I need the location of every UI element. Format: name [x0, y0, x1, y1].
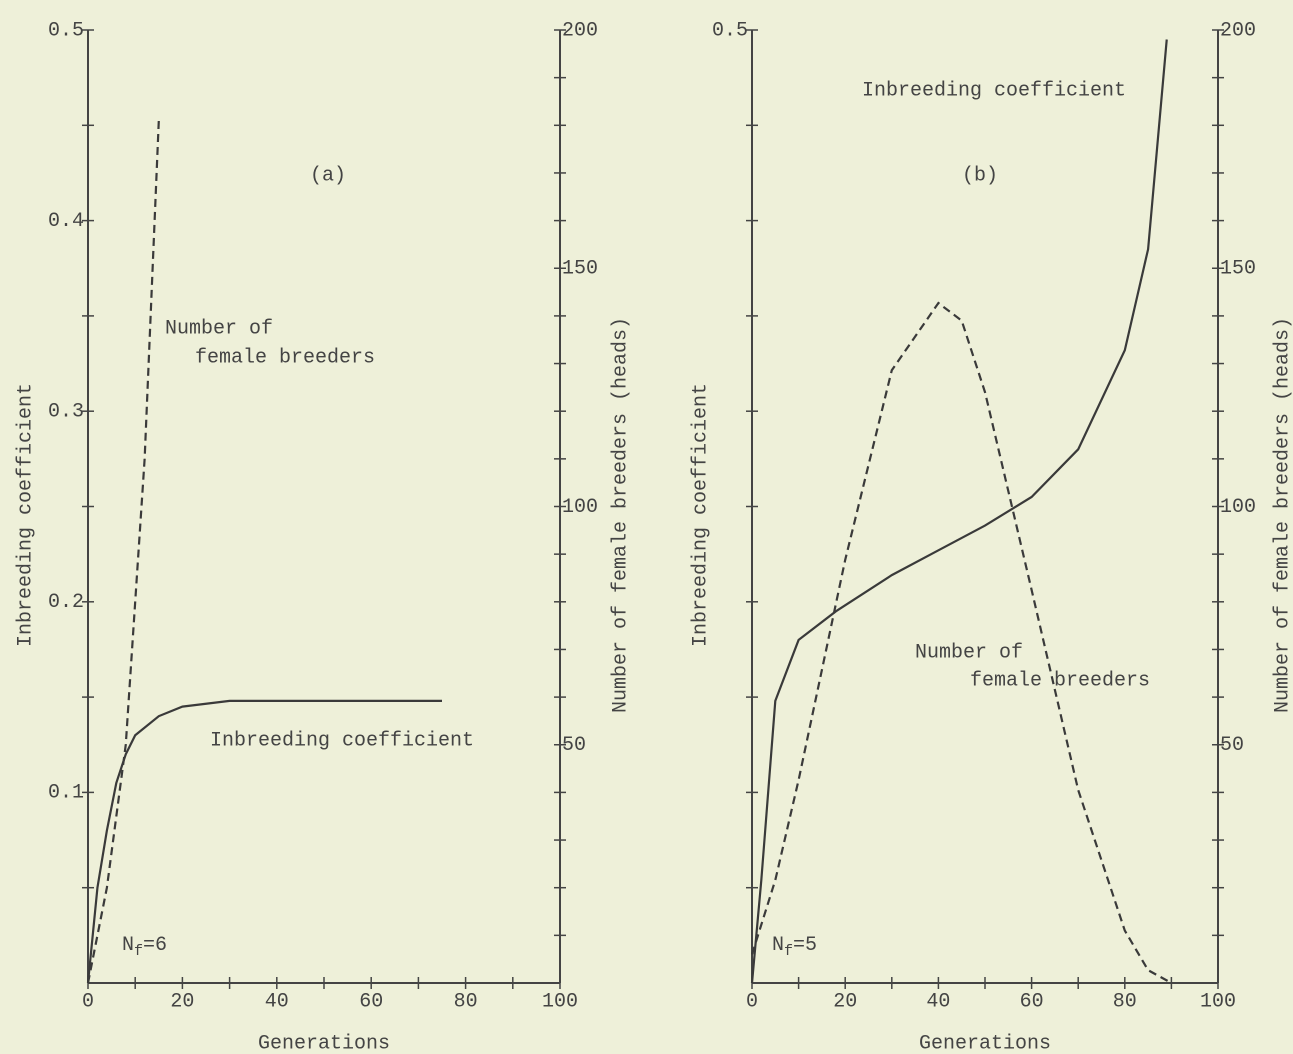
y2-tick-label: 50 [1220, 734, 1244, 757]
series-line [86, 120, 160, 984]
panel-title: (b) [962, 164, 998, 187]
series-line [86, 699, 442, 984]
series-label: Inbreeding coefficient [210, 729, 474, 752]
x-tick-label: 20 [833, 990, 857, 1013]
x-tick-label: 80 [1113, 990, 1137, 1013]
y2-axis-label: Number of female breeders (heads) [609, 317, 632, 713]
note-sub: f [134, 943, 143, 960]
y-tick-label: 0.3 [48, 400, 84, 423]
x-tick-label: 60 [1020, 990, 1044, 1013]
note-tail: =5 [793, 934, 817, 957]
note-main: N [772, 934, 784, 957]
y2-axis-label: Number of female breeders (heads) [1271, 317, 1293, 713]
x-tick-label: 60 [359, 990, 383, 1013]
series-label: Inbreeding coefficient [862, 79, 1126, 102]
y2-tick-label: 100 [1220, 496, 1256, 519]
note-main: N [122, 934, 134, 957]
y2-tick-label: 150 [1220, 258, 1256, 281]
panel-title: (a) [310, 164, 346, 187]
y2-tick-label: 100 [562, 496, 598, 519]
x-tick-label: 40 [265, 990, 289, 1013]
y2-tick-label: 200 [1220, 19, 1256, 42]
series-label: female breeders [970, 669, 1150, 692]
series-line [750, 301, 1172, 984]
y-axis-label: Inbreeding coefficient [14, 383, 37, 647]
y2-tick-label: 200 [562, 19, 598, 42]
series-line [750, 39, 1168, 984]
x-tick-label: 0 [746, 990, 758, 1013]
note-tail: =6 [143, 934, 167, 957]
series-label: female breeders [195, 346, 375, 369]
y-tick-label: 0.2 [48, 591, 84, 614]
x-tick-label: 100 [542, 990, 578, 1013]
x-tick-label: 20 [170, 990, 194, 1013]
note: Nf=6 [122, 934, 167, 960]
y-tick-label: 0.4 [48, 210, 84, 233]
x-tick-label: 0 [82, 990, 94, 1013]
y-tick-label: 0.5 [48, 19, 84, 42]
y2-tick-label: 150 [562, 258, 598, 281]
x-axis-label: Generations [258, 1032, 390, 1054]
series-label: Number of [165, 317, 273, 340]
x-tick-label: 80 [454, 990, 478, 1013]
note: Nf=5 [772, 934, 817, 960]
x-tick-label: 100 [1200, 990, 1236, 1013]
y2-tick-label: 50 [562, 734, 586, 757]
note-sub: f [784, 943, 793, 960]
y-axis-label: Inbreeding coefficient [689, 383, 712, 647]
x-axis-label: Generations [919, 1032, 1051, 1054]
series-label: Number of [915, 641, 1023, 664]
y-tick-label: 0.1 [48, 782, 84, 805]
x-tick-label: 40 [926, 990, 950, 1013]
y-tick-label: 0.5 [712, 19, 748, 42]
